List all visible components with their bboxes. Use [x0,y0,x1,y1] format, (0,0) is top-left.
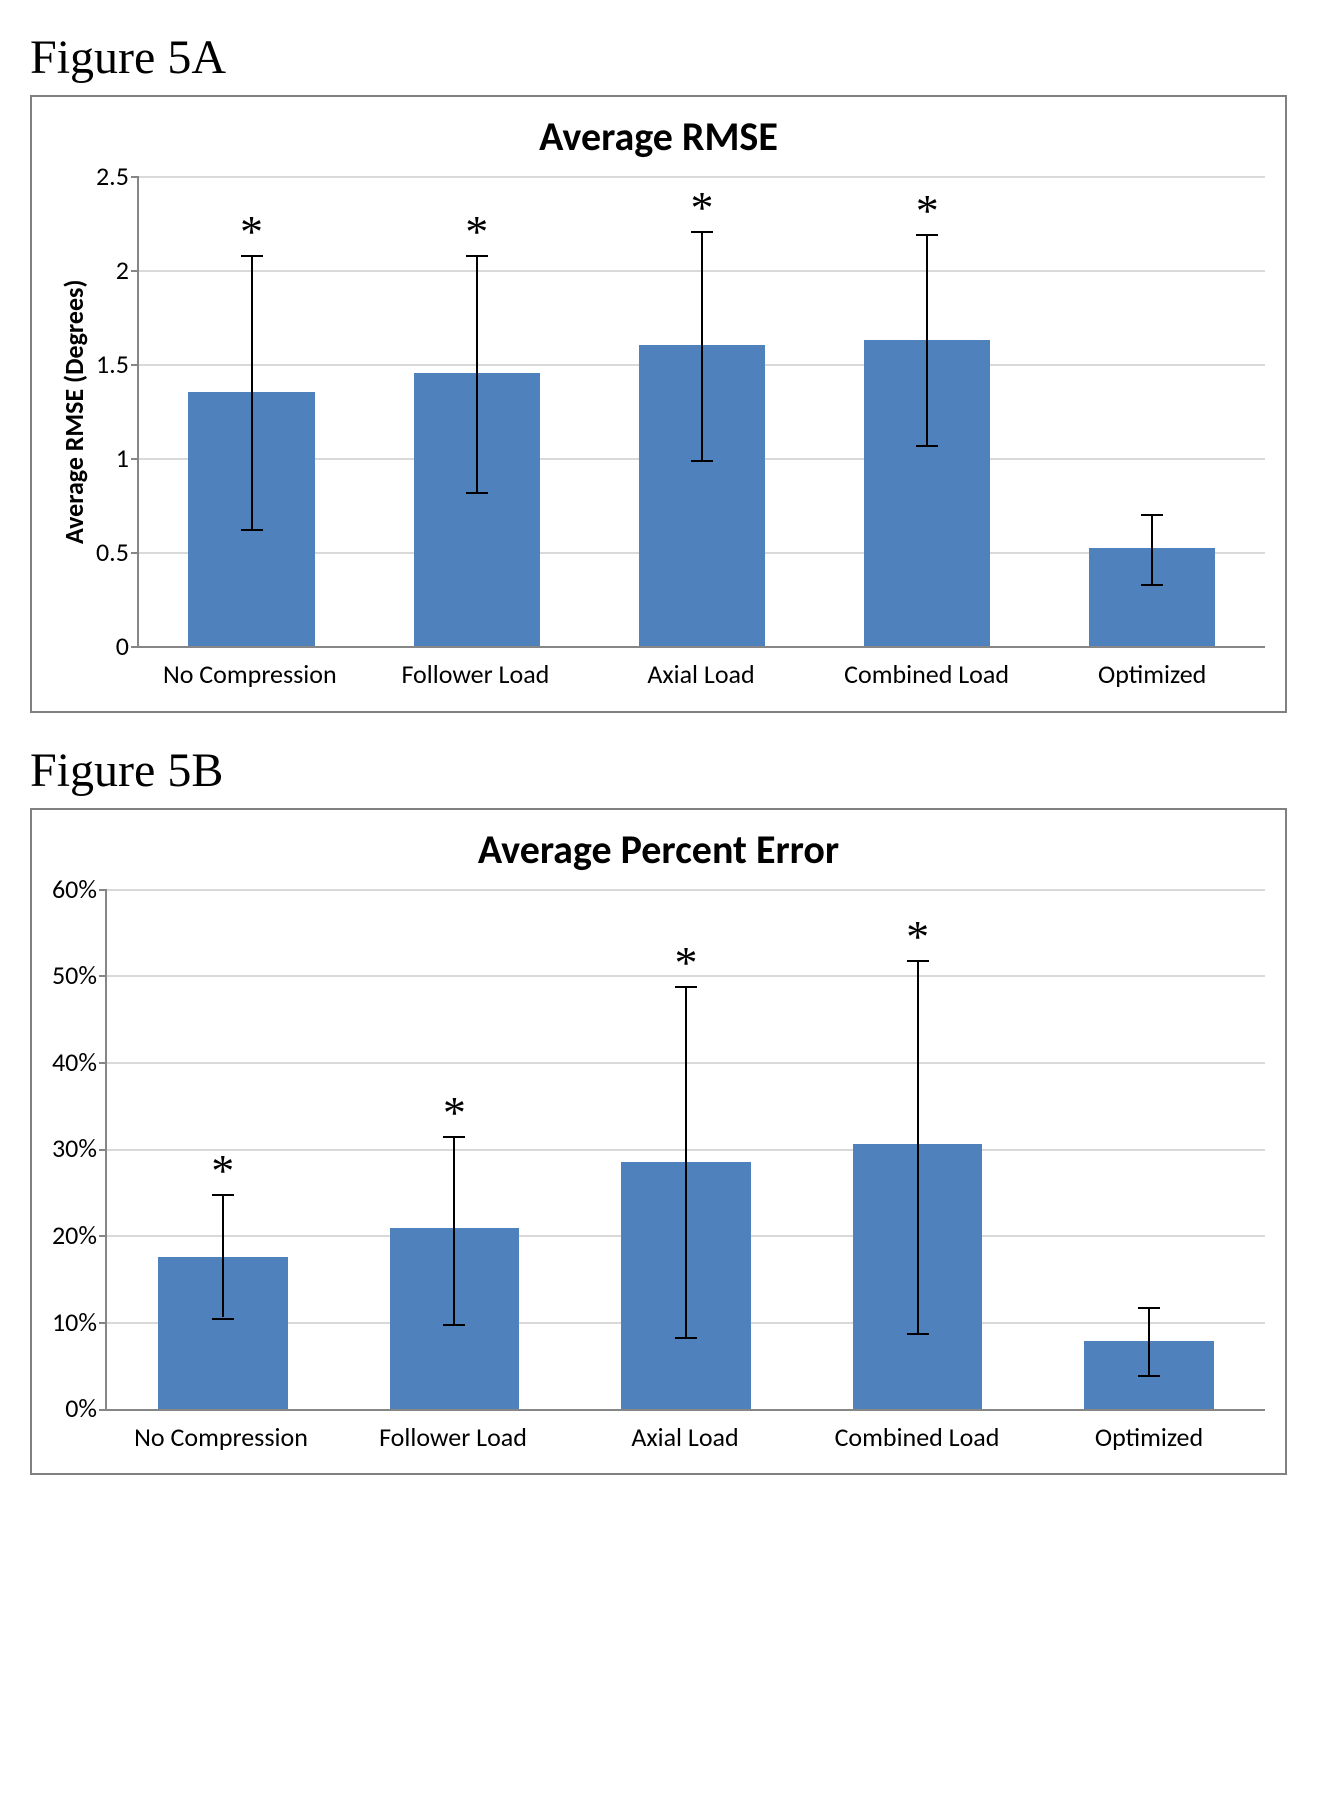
error-cap-bottom [916,445,938,447]
ytick-mark [131,646,139,648]
error-bar [926,234,928,445]
bar-slot: * [339,889,571,1409]
figure-b-label: Figure 5B [30,743,1287,798]
error-bar [1148,1307,1150,1375]
error-cap-bottom [212,1318,234,1320]
error-cap-bottom [675,1337,697,1339]
error-bar [685,986,687,1337]
ytick-mark [131,458,139,460]
xtick-label: Follower Load [363,658,589,691]
ytick-mark [99,1409,107,1411]
figure-b-title: Average Percent Error [52,825,1265,874]
figure-a-title: Average RMSE [52,112,1265,161]
significance-marker: * [240,205,263,258]
figure-a-xlabels-wrap: No CompressionFollower LoadAxial LoadCom… [52,648,1265,691]
ytick-mark [131,176,139,178]
figure-b-xlabels: No CompressionFollower LoadAxial LoadCom… [105,1421,1265,1454]
figure-a-frame: Average RMSE Average RMSE (Degrees) 2.52… [30,95,1287,713]
figure-b-xlabels-wrap: No CompressionFollower LoadAxial LoadCom… [52,1411,1265,1454]
bar-slot [1040,176,1265,646]
figure-a-yticks: 2.521.510.50 [96,176,137,646]
xtick-label: Combined Load [801,1421,1033,1454]
significance-marker: * [465,205,488,258]
error-cap-bottom [907,1333,929,1335]
figure-a-label: Figure 5A [30,30,1287,85]
ytick-mark [131,552,139,554]
error-cap-bottom [241,529,263,531]
error-bar [251,255,253,529]
significance-marker: * [674,936,697,989]
ytick-mark [99,975,107,977]
figure-a-ylabel: Average RMSE (Degrees) [52,176,96,648]
xtick-label: Optimized [1039,658,1265,691]
figure-b-yticks: 60%50%40%30%20%10%0% [52,889,105,1409]
xtick-label: Optimized [1033,1421,1265,1454]
xtick-label: No Compression [105,1421,337,1454]
bar-slot: * [815,176,1040,646]
ytick-mark [99,1322,107,1324]
significance-marker: * [906,910,929,963]
ytick-mark [131,364,139,366]
error-bar [476,255,478,492]
figure-a-xlabels: No CompressionFollower LoadAxial LoadCom… [137,658,1265,691]
significance-marker: * [690,181,713,234]
error-cap-bottom [691,460,713,462]
bar-slot: * [364,176,589,646]
figure-b-plot-row: 60%50%40%30%20%10%0% * * * * [52,889,1265,1411]
bars-layer: * * * * [139,176,1265,646]
bar-slot: * [570,889,802,1409]
figure-a-plot-area: * * * * [137,176,1265,648]
error-bar [917,960,919,1334]
bar-slot: * [107,889,339,1409]
ytick-mark [99,1062,107,1064]
error-cap-top [1141,514,1163,516]
xtick-label: No Compression [137,658,363,691]
xtick-label: Axial Load [569,1421,801,1454]
figure-b-plot-area: * * * * [105,889,1265,1411]
significance-marker: * [916,184,939,237]
error-bar [222,1194,224,1317]
error-cap-bottom [1141,584,1163,586]
figure-b-frame: Average Percent Error 60%50%40%30%20%10%… [30,808,1287,1476]
xtick-label: Follower Load [337,1421,569,1454]
xtick-label: Axial Load [588,658,814,691]
error-bar [1151,514,1153,584]
error-cap-bottom [443,1324,465,1326]
error-cap-top [1138,1307,1160,1309]
bar-slot: * [139,176,364,646]
ytick-mark [99,1149,107,1151]
bar-slot: * [589,176,814,646]
significance-marker: * [443,1086,466,1139]
page: Figure 5A Average RMSE Average RMSE (Deg… [0,0,1317,1525]
error-bar [701,231,703,460]
error-cap-bottom [1138,1375,1160,1377]
bar-slot [1033,889,1265,1409]
error-bar [453,1136,455,1324]
ytick-mark [99,1235,107,1237]
ytick-mark [99,889,107,891]
figure-a-plot-row: Average RMSE (Degrees) 2.521.510.50 * * * * [52,176,1265,648]
significance-marker: * [211,1144,234,1197]
xtick-label: Combined Load [814,658,1040,691]
error-cap-bottom [466,492,488,494]
ytick-mark [131,270,139,272]
bars-layer: * * * * [107,889,1265,1409]
bar-slot: * [802,889,1034,1409]
